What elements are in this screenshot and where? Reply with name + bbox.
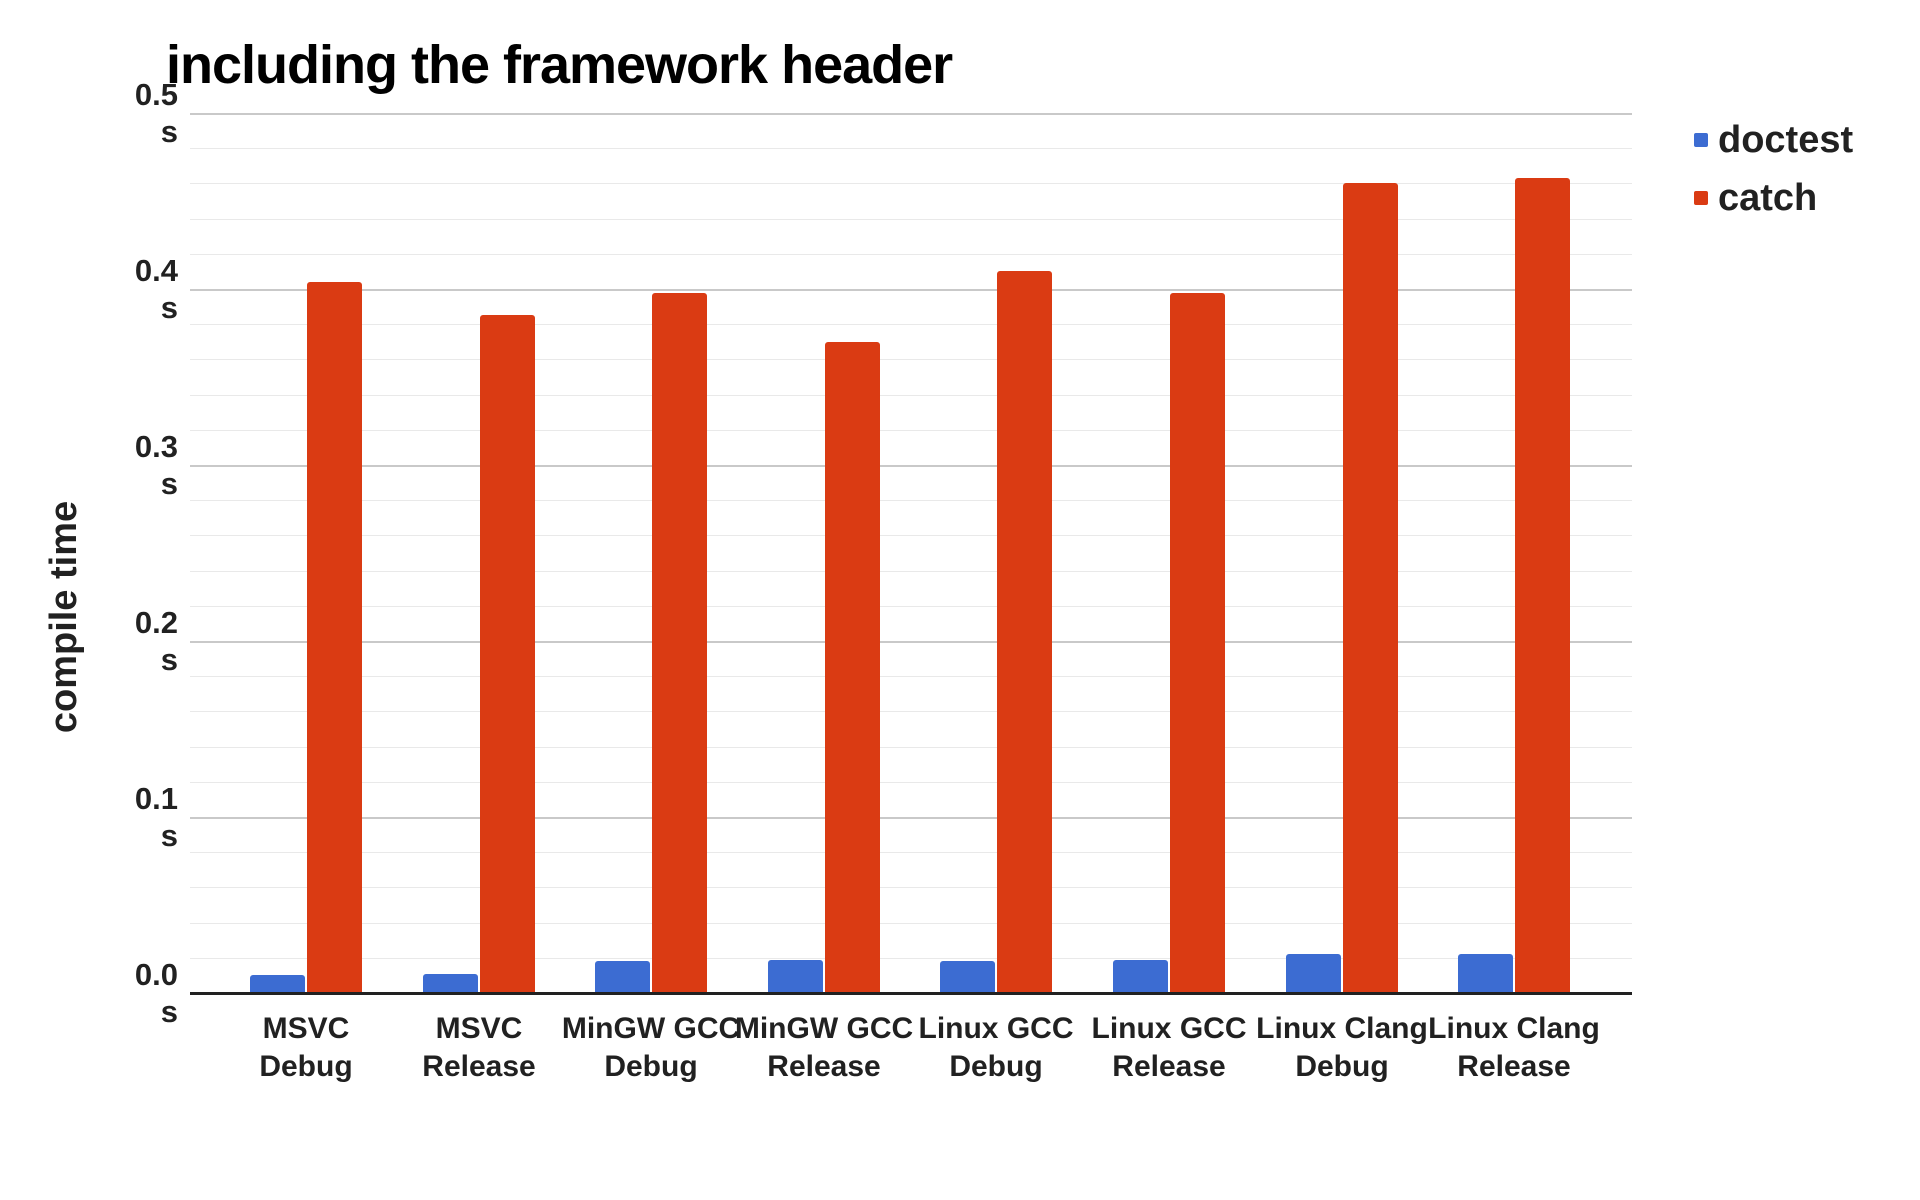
doctest-bar-linux-gcc-release — [1113, 960, 1168, 993]
catch-bar-mingw-gcc-debug — [652, 293, 707, 993]
x-tick-line: MinGW GCC — [561, 1012, 741, 1045]
x-tick-label: MSVC Release — [364, 1010, 594, 1086]
catch-bar-linux-clang-release — [1515, 178, 1570, 993]
y-tick-label: 0.1 s — [58, 780, 178, 854]
minor-gridline — [190, 606, 1632, 607]
chart-title: including the framework header — [166, 35, 953, 95]
minor-gridline — [190, 500, 1632, 501]
legend-swatch-icon — [1694, 191, 1708, 205]
minor-gridline — [190, 676, 1632, 677]
doctest-bar-msvc-debug — [250, 975, 305, 993]
doctest-bar-linux-clang-release — [1458, 954, 1513, 993]
y-tick-unit: s — [160, 818, 178, 853]
y-tick-value: 0.3 — [134, 429, 178, 464]
x-tick-line: Release — [422, 1050, 536, 1083]
catch-bar-mingw-gcc-release — [825, 342, 880, 993]
catch-bar-linux-clang-debug — [1343, 183, 1398, 993]
x-tick-label: MinGW GCC Release — [709, 1010, 939, 1086]
minor-gridline — [190, 183, 1632, 184]
minor-gridline — [190, 324, 1632, 325]
doctest-bar-linux-clang-debug — [1286, 954, 1341, 993]
x-tick-line: Linux GCC — [918, 1012, 1074, 1045]
x-tick-label: MinGW GCC Debug — [536, 1010, 766, 1086]
doctest-bar-mingw-gcc-release — [768, 960, 823, 993]
y-tick-label: 0.2 s — [58, 604, 178, 678]
x-tick-label: Linux GCC Release — [1054, 1010, 1284, 1086]
minor-gridline — [190, 148, 1632, 149]
x-axis-line — [190, 992, 1632, 995]
legend-item-doctest: doctest — [1694, 116, 1853, 164]
y-tick-value: 0.4 — [134, 253, 178, 288]
x-tick-line: MinGW GCC — [734, 1012, 914, 1045]
minor-gridline — [190, 395, 1632, 396]
y-tick-value: 0.2 — [134, 605, 178, 640]
y-tick-label: 0.4 s — [58, 252, 178, 326]
x-tick-label: Linux GCC Debug — [881, 1010, 1111, 1086]
x-tick-line: Linux Clang — [1256, 1012, 1428, 1045]
y-tick-unit: s — [160, 994, 178, 1029]
y-tick-unit: s — [160, 114, 178, 149]
y-tick-value: 0.5 — [134, 77, 178, 112]
x-tick-line: Debug — [259, 1050, 353, 1083]
minor-gridline — [190, 535, 1632, 536]
y-tick-label: 0.3 s — [58, 428, 178, 502]
y-tick-value: 0.0 — [134, 957, 178, 992]
legend: doctest catch — [1694, 116, 1853, 232]
x-tick-line: MSVC — [262, 1012, 350, 1045]
y-tick-unit: s — [160, 642, 178, 677]
x-tick-label: Linux Clang Release — [1399, 1010, 1629, 1086]
y-tick-value: 0.1 — [134, 781, 178, 816]
legend-swatch-icon — [1694, 133, 1708, 147]
catch-bar-msvc-release — [480, 315, 535, 993]
minor-gridline — [190, 923, 1632, 924]
x-tick-line: Linux Clang — [1428, 1012, 1600, 1045]
y-tick-unit: s — [160, 466, 178, 501]
doctest-bar-mingw-gcc-debug — [595, 961, 650, 993]
minor-gridline — [190, 711, 1632, 712]
catch-bar-linux-gcc-release — [1170, 293, 1225, 993]
legend-label: catch — [1718, 176, 1818, 219]
doctest-bar-msvc-release — [423, 974, 478, 993]
y-tick-label: 0.5 s — [58, 76, 178, 150]
x-tick-line: Release — [767, 1050, 881, 1083]
x-tick-label: Linux Clang Debug — [1227, 1010, 1457, 1086]
major-gridline — [190, 817, 1632, 819]
minor-gridline — [190, 571, 1632, 572]
x-tick-line: Debug — [1295, 1050, 1389, 1083]
x-tick-line: MSVC — [435, 1012, 523, 1045]
y-tick-unit: s — [160, 290, 178, 325]
x-tick-line: Release — [1457, 1050, 1571, 1083]
catch-bar-linux-gcc-debug — [997, 271, 1052, 993]
x-tick-line: Release — [1112, 1050, 1226, 1083]
minor-gridline — [190, 852, 1632, 853]
x-tick-line: Linux GCC — [1091, 1012, 1247, 1045]
legend-item-catch: catch — [1694, 174, 1853, 222]
x-tick-line: Debug — [949, 1050, 1043, 1083]
y-tick-label: 0.0 s — [58, 956, 178, 1030]
minor-gridline — [190, 747, 1632, 748]
x-tick-line: Debug — [604, 1050, 698, 1083]
minor-gridline — [190, 782, 1632, 783]
minor-gridline — [190, 219, 1632, 220]
minor-gridline — [190, 430, 1632, 431]
catch-bar-msvc-debug — [307, 282, 362, 993]
major-gridline — [190, 641, 1632, 643]
major-gridline — [190, 289, 1632, 291]
minor-gridline — [190, 958, 1632, 959]
x-tick-label: MSVC Debug — [191, 1010, 421, 1086]
plot-area — [190, 113, 1632, 995]
minor-gridline — [190, 887, 1632, 888]
legend-label: doctest — [1718, 118, 1854, 161]
major-gridline — [190, 465, 1632, 467]
major-gridline — [190, 113, 1632, 115]
doctest-bar-linux-gcc-debug — [940, 961, 995, 993]
minor-gridline — [190, 254, 1632, 255]
minor-gridline — [190, 359, 1632, 360]
